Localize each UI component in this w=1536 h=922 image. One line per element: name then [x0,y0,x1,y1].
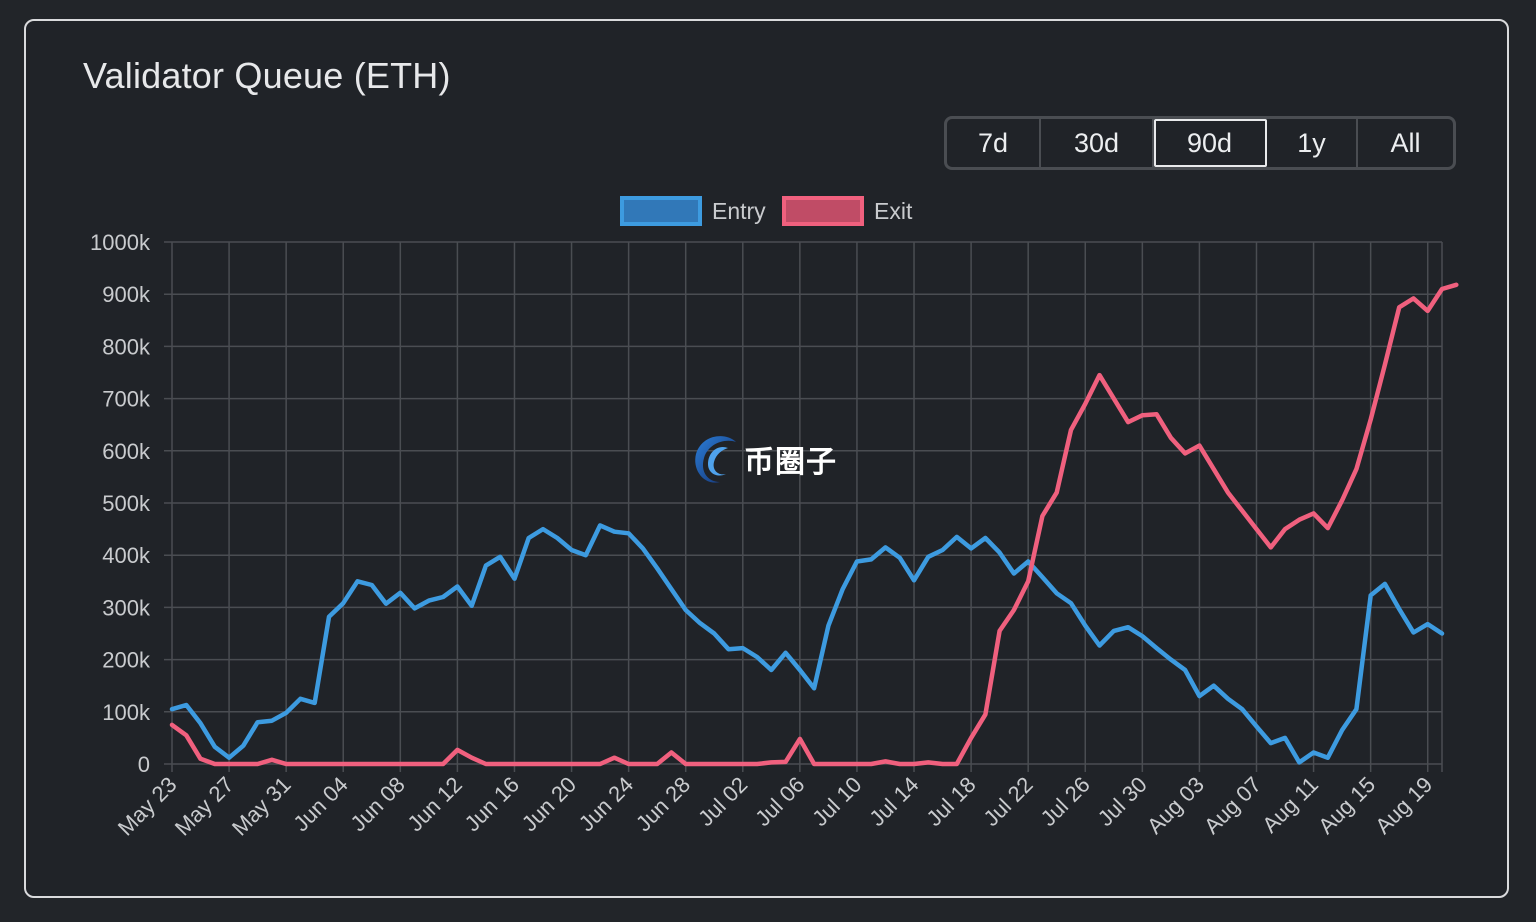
series-line-entry [169,523,1445,765]
x-tick-label: Jul 14 [864,772,923,831]
y-tick-label: 900k [102,282,151,307]
y-tick-label: 800k [102,334,151,359]
page-title: Validator Queue (ETH) [83,55,451,96]
y-tick-label: 400k [102,543,151,568]
x-tick-label: Aug 07 [1199,772,1266,839]
x-tick-label: Aug 03 [1142,772,1209,839]
watermark-text: 币圈子 [744,445,837,480]
range-button-all[interactable]: All [1390,127,1421,158]
x-tick-label: Jul 02 [693,772,752,831]
series-line-exit [169,282,1459,767]
x-tick-label: Jun 20 [517,772,581,836]
x-tick-label: Jul 26 [1036,772,1095,831]
x-tick-label: May 31 [227,772,296,841]
y-tick-label: 1000k [90,230,151,255]
legend-swatch-entry[interactable] [620,196,702,226]
x-tick-label: Aug 15 [1313,772,1380,839]
y-tick-label: 100k [102,700,151,725]
range-button-7d[interactable]: 7d [947,119,1041,167]
legend-label-exit[interactable]: Exit [874,198,913,224]
y-tick-label: 200k [102,648,151,673]
x-tick-label: Jun 28 [631,772,695,836]
chart-card: Validator Queue (ETH) 7d 30d 90d 1y All [24,19,1509,898]
watermark-logo-icon [695,436,736,483]
x-tick-label: Jul 22 [979,772,1038,831]
watermark: 币圈子 [692,432,837,486]
x-tick-label: Jun 04 [288,772,352,836]
legend-label-entry[interactable]: Entry [712,198,766,224]
x-tick-label: Jun 24 [574,772,638,836]
x-tick-label: May 27 [170,772,239,841]
range-button-30d[interactable]: 30d [1041,119,1154,167]
x-tick-label: Jun 08 [345,772,409,836]
range-button-1y[interactable]: 1y [1267,119,1358,167]
y-tick-label: 300k [102,595,151,620]
time-range-selector: 7d 30d 90d 1y All [944,116,1456,170]
x-tick-label: Aug 11 [1257,772,1323,838]
x-tick-label: May 23 [113,772,182,841]
x-tick-label: Aug 19 [1370,772,1437,839]
range-button-90d[interactable]: 90d [1154,119,1267,167]
x-tick-label: Jul 10 [807,772,866,831]
legend-swatch-exit[interactable] [782,196,864,226]
y-tick-label: 700k [102,387,151,412]
y-tick-label: 0 [138,752,150,777]
x-tick-label: Jul 06 [750,772,809,831]
x-tick-label: Jul 18 [921,772,980,831]
x-tick-label: Jun 16 [460,772,524,836]
x-tick-label: Jun 12 [403,772,467,836]
y-tick-label: 500k [102,491,151,516]
y-tick-label: 600k [102,439,151,464]
